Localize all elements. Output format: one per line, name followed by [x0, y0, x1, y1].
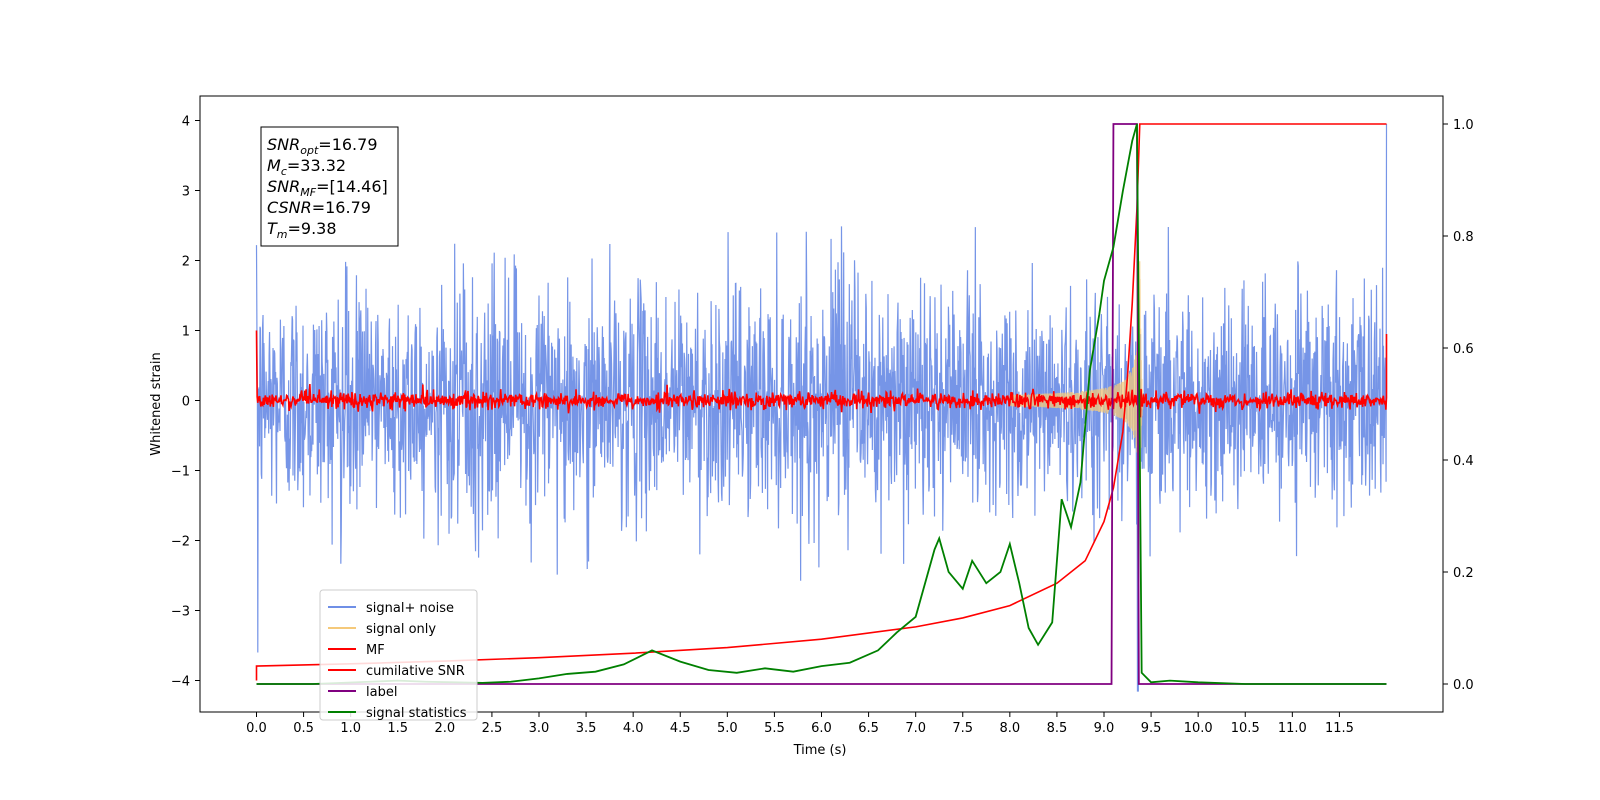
x-tick-label: 9.0	[1094, 721, 1115, 736]
x-tick-label: 10.5	[1231, 721, 1260, 736]
left-y-tick-label: −3	[171, 605, 190, 620]
stats-line: CSNR=16.79	[267, 198, 371, 217]
legend-label: MF	[366, 643, 385, 658]
right-y-tick-label: 0.8	[1453, 230, 1474, 245]
x-tick-label: 11.5	[1325, 721, 1354, 736]
left-y-tick-label: 3	[182, 185, 190, 200]
left-y-tick-label: −2	[171, 535, 190, 550]
x-tick-label: 5.0	[717, 721, 738, 736]
stats-value: =16.79	[312, 198, 371, 217]
stats-symbol: CSNR	[267, 198, 312, 217]
left-y-tick-label: 0	[182, 395, 190, 410]
x-tick-label: 8.5	[1047, 721, 1068, 736]
series-mf	[255, 330, 1388, 418]
stats-symbol: M	[267, 156, 281, 175]
x-tick-label: 0.5	[293, 721, 314, 736]
stats-subscript: opt	[300, 144, 319, 157]
series-signal-statistics	[256, 123, 1387, 685]
x-tick-label: 3.0	[529, 721, 550, 736]
x-tick-label: 6.5	[858, 721, 879, 736]
legend-frame	[319, 589, 478, 721]
left-y-tick-label: 4	[182, 115, 190, 130]
stats-line: Mc=33.32	[267, 156, 346, 178]
right-y-axis-ticks: 1.0 0.8 0.6 0.4 0.2 0.0	[1443, 118, 1474, 693]
right-y-tick-label: 0.2	[1453, 566, 1474, 581]
x-tick-label: 5.5	[764, 721, 785, 736]
stats-line: SNRMF=[14.46]	[267, 177, 388, 199]
x-tick-label: 4.0	[623, 721, 644, 736]
stats-box: SNRopt=16.79Mc=33.32SNRMF=[14.46]CSNR=16…	[260, 126, 399, 247]
left-y-tick-label: −1	[171, 465, 190, 480]
stats-subscript: m	[277, 228, 288, 241]
x-tick-label: 6.0	[811, 721, 832, 736]
stats-line: SNRopt=16.79	[267, 135, 378, 157]
right-y-tick-label: 0.4	[1453, 454, 1474, 469]
x-axis-title: Time (s)	[793, 743, 847, 758]
x-axis-ticks: 0.0 0.5 1.0 1.5 2.0 2.5 3.0 3.5 4.0 4.5 5.0 5.5 6.0 6…	[246, 712, 1354, 736]
stats-value: =9.38	[288, 219, 337, 238]
x-tick-label: 8.0	[999, 721, 1020, 736]
legend-label: signal+ noise	[366, 601, 454, 616]
x-tick-label: 7.5	[952, 721, 973, 736]
x-tick-label: 10.0	[1184, 721, 1213, 736]
y-axis-title: Whitened strain	[149, 352, 164, 455]
series-label	[256, 123, 1387, 685]
stats-subscript: c	[281, 165, 287, 178]
x-tick-label: 7.0	[905, 721, 926, 736]
right-y-tick-label: 0.6	[1453, 342, 1474, 357]
left-y-tick-label: 1	[182, 325, 190, 340]
stats-subscript: MF	[300, 186, 316, 199]
stats-line: Tm=9.38	[267, 219, 337, 241]
x-tick-label: 9.5	[1141, 721, 1162, 736]
legend-label: label	[366, 685, 397, 700]
stats-value: =16.79	[318, 135, 377, 154]
left-y-tick-label: −4	[171, 675, 190, 690]
x-tick-label: 1.5	[387, 721, 408, 736]
left-y-tick-label: 2	[182, 255, 190, 270]
series-signal-only	[1009, 261, 1146, 496]
stats-box-frame	[260, 126, 399, 247]
x-tick-label: 2.0	[434, 721, 455, 736]
x-tick-label: 4.5	[670, 721, 691, 736]
x-tick-label: 1.0	[340, 721, 361, 736]
right-y-tick-label: 0.0	[1453, 678, 1474, 693]
stats-symbol: SNR	[267, 135, 300, 154]
stats-symbol: SNR	[267, 177, 300, 196]
legend-label: cumilative SNR	[366, 664, 465, 679]
legend-label: signal only	[366, 622, 436, 637]
stats-value: =33.32	[287, 156, 346, 175]
stats-symbol: T	[267, 219, 278, 238]
right-y-tick-label: 1.0	[1453, 118, 1474, 133]
stats-value: =[14.46]	[316, 177, 388, 196]
x-tick-label: 0.0	[246, 721, 267, 736]
legend-label: signal statistics	[366, 706, 467, 721]
x-tick-label: 2.5	[482, 721, 503, 736]
legend: signal+ noise signal only MF cumilative SNR…	[319, 589, 478, 721]
x-tick-label: 11.0	[1278, 721, 1307, 736]
x-tick-label: 3.5	[576, 721, 597, 736]
left-y-axis-ticks: 4 3 2 1 0 −1 −2 −3 −4	[171, 115, 200, 690]
